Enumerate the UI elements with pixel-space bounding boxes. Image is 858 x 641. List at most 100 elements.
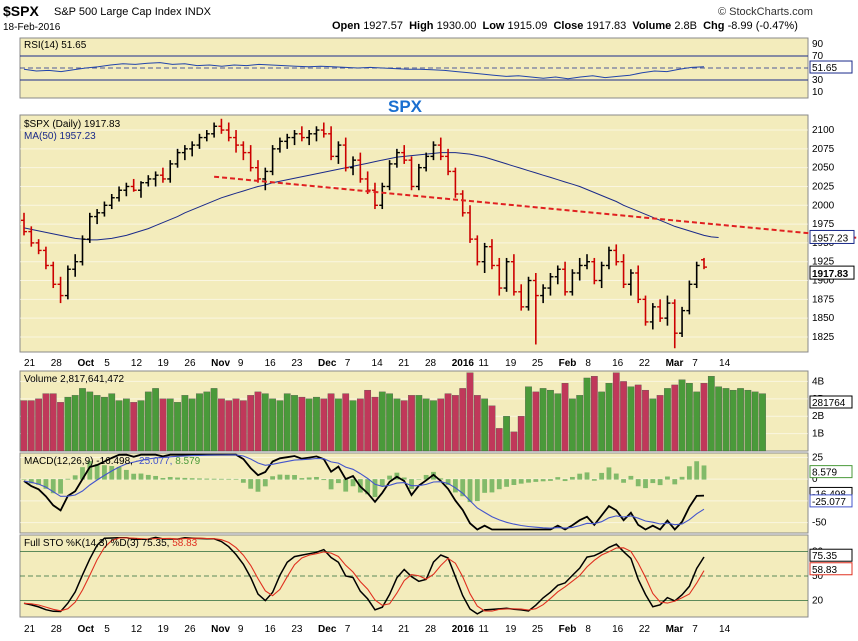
sto-x-tick: 21: [398, 624, 410, 635]
volume-bar: [144, 391, 152, 452]
price-x-tick: 26: [184, 358, 196, 369]
ohlc-bar: [664, 295, 671, 326]
macd-histogram-bar: [438, 478, 444, 480]
ohlc-bar: [437, 137, 444, 161]
ohlc-bar: [408, 156, 415, 191]
macd-label: MACD(12,26,9) -16.498, -25.077, 8.579: [24, 456, 201, 467]
macd-histogram-bar: [240, 479, 246, 483]
ohlc-bar: [701, 257, 707, 270]
volume-bar: [20, 400, 28, 452]
ohlc-bar: [137, 181, 144, 198]
sto-k-line: [23, 536, 705, 615]
macd-histogram-bar: [138, 473, 144, 480]
ohlc-bar: [481, 242, 488, 273]
ohlc-bar: [159, 167, 166, 183]
macd-histogram-bar: [306, 477, 312, 480]
sto-x-tick: Mar: [666, 624, 684, 635]
sto-d-line: [23, 537, 705, 612]
macd-histogram-bar: [270, 476, 276, 480]
macd-histogram-bar: [686, 466, 692, 480]
ohlc-bar: [262, 167, 269, 191]
rsi-tick-label: 30: [812, 75, 824, 86]
rsi-tick-label: 10: [812, 87, 824, 98]
macd-histogram-bar: [679, 476, 685, 480]
macd-histogram-bar: [350, 479, 356, 487]
price-x-tick: 11: [478, 358, 489, 369]
volume-bar: [276, 400, 284, 452]
sto-x-tick: 21: [24, 624, 36, 635]
macd-histogram-bar: [197, 478, 202, 480]
price-tick-label: 1850: [812, 313, 835, 324]
macd-histogram-bar: [643, 479, 648, 489]
volume-bar: [123, 398, 130, 452]
macd-histogram-bar: [526, 479, 531, 483]
price-x-tick: 8: [585, 358, 591, 369]
ohlc-bar: [415, 163, 422, 191]
open-value: 1927.57: [363, 20, 403, 32]
ohlc-bar: [371, 182, 378, 210]
macd-histogram-bar: [43, 479, 49, 489]
price-x-tick: 25: [532, 358, 544, 369]
ohlc-bar: [101, 201, 108, 217]
rsi-label: RSI(14) 51.65: [24, 40, 87, 51]
volume-tick-label: 2B: [812, 411, 825, 422]
volume-bar: [196, 393, 203, 452]
volume-bar: [590, 376, 598, 452]
price-last-box: [809, 265, 855, 280]
volume-bar: [49, 393, 57, 452]
macd-histogram-bar: [321, 479, 327, 481]
macd-histogram-bar: [482, 479, 488, 493]
macd-histogram-bar: [292, 475, 297, 480]
macd-histogram-bar: [387, 475, 392, 480]
macd-histogram-bar: [401, 477, 407, 480]
ohlc-bar: [218, 118, 225, 134]
ohlc-bar: [196, 133, 203, 149]
volume-bar: [291, 395, 298, 452]
sto-x-tick: 14: [372, 624, 384, 635]
sto-x-tick: Nov: [211, 624, 230, 635]
macd-histogram-bar: [365, 479, 371, 495]
rsi-line: [23, 62, 705, 80]
volume-bar: [57, 402, 64, 452]
ohlc-bar: [496, 257, 503, 296]
volume-bar: [181, 395, 189, 452]
price-tick-label: 2050: [812, 163, 835, 174]
volume-bar: [254, 391, 262, 452]
sto-x-tick: 16: [612, 624, 624, 635]
sto-tick-label: 50: [812, 571, 824, 582]
macd-histogram-bar: [94, 464, 100, 480]
index-name: S&P 500 Large Cap Index INDX: [54, 6, 211, 18]
volume-bar: [218, 398, 225, 452]
ohlc-bar: [276, 137, 283, 153]
volume-bar: [115, 400, 123, 452]
volume-bar: [203, 391, 211, 452]
macd-histogram-bar: [262, 479, 268, 487]
volume-bar: [232, 398, 240, 452]
ohlc-bar: [306, 130, 313, 146]
ohlc-bar: [94, 209, 101, 225]
volume-bar: [634, 384, 642, 452]
ohlc-bar: [350, 156, 357, 176]
volume-bar: [671, 384, 679, 452]
volume-bar: [612, 372, 620, 452]
price-tick-label: 1825: [812, 332, 835, 343]
macd-histogram-bar: [518, 479, 524, 484]
macd-histogram-bar: [160, 477, 166, 480]
macd-histogram-bar: [145, 474, 151, 480]
sto-x-tick: 28: [425, 624, 437, 635]
ohlc-bar: [189, 141, 196, 157]
macd-histogram-bar: [343, 479, 349, 492]
ohlc-bar: [313, 126, 320, 142]
volume-bar: [349, 400, 357, 452]
price-last-value: 1917.83: [812, 269, 849, 280]
ohlc-bar: [525, 276, 532, 311]
ohlc-bar: [474, 235, 481, 266]
macd-signal-last-box: [809, 494, 853, 508]
sto-x-tick: 5: [104, 624, 110, 635]
ohlc-bar: [57, 276, 64, 304]
sto-x-tick: 9: [238, 624, 244, 635]
volume-bar: [27, 400, 35, 452]
volume-bar: [656, 395, 664, 452]
sto-x-tick: 12: [131, 624, 143, 635]
macd-histogram-bar: [65, 478, 71, 480]
